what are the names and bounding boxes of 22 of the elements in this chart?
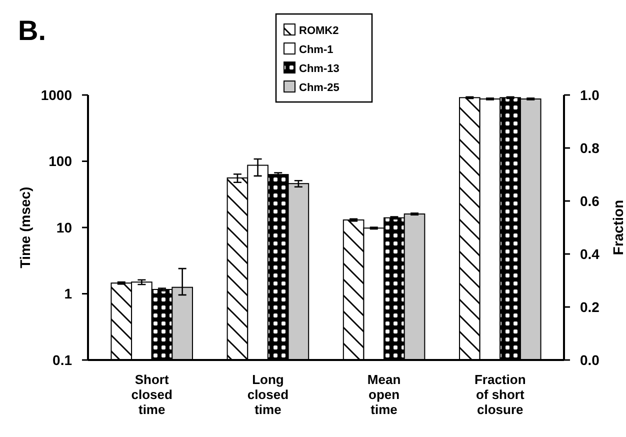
legend-label: ROMK2	[299, 24, 339, 37]
y-tick-label: 100	[48, 153, 72, 170]
x-tick-label: Short closed time	[131, 372, 173, 417]
y2-tick-label: 0.2	[580, 298, 600, 315]
chart-title: B.	[18, 15, 46, 46]
y-tick-label: 10	[56, 219, 72, 236]
y2-tick-label: 1.0	[580, 86, 600, 103]
y2-tick-label: 0.8	[580, 140, 600, 156]
x-tick-label: Long closed time	[247, 372, 289, 417]
y2-axis-title: Fraction	[610, 200, 626, 256]
legend-label: Chm-1	[299, 44, 334, 56]
y2-tick-label: 0.6	[580, 192, 600, 209]
y-tick-label: 1	[64, 286, 72, 302]
x-tick-label: Fraction of short closure	[474, 372, 526, 417]
y-tick-label: 1000	[40, 86, 72, 103]
legend-label: Chm-25	[299, 82, 340, 94]
y2-tick-label: 0.0	[580, 352, 600, 368]
y-axis-title: Time (msec)	[17, 186, 33, 268]
legend-label: Chm-13	[299, 62, 340, 75]
x-tick-label: Mean open time	[367, 372, 401, 417]
y-tick-label: 0.1	[52, 352, 72, 368]
y2-tick-label: 0.4	[580, 246, 600, 262]
